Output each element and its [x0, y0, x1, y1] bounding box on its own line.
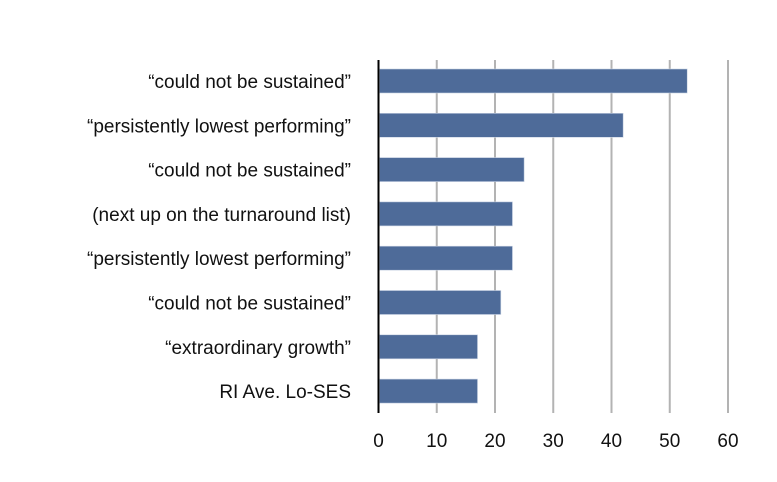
bar	[379, 157, 525, 182]
x-tick-label: 30	[543, 431, 564, 452]
category-label: “persistently lowest performing”	[87, 249, 351, 270]
category-labels: “could not be sustained” “persistently lo…	[87, 72, 351, 403]
x-tick-label: 0	[373, 431, 384, 452]
x-tick-labels: 0 10 20 30 40 50 60	[373, 431, 738, 452]
x-tick-label: 60	[717, 431, 738, 452]
x-tick-label: 50	[659, 431, 680, 452]
category-label: “extraordinary growth”	[165, 338, 351, 359]
bar	[379, 378, 478, 404]
category-label: “persistently lowest performing”	[87, 116, 351, 137]
bar	[379, 334, 478, 360]
x-tick-label: 20	[484, 431, 505, 452]
bar	[379, 201, 513, 227]
category-label: “could not be sustained”	[148, 294, 351, 315]
x-tick-label: 10	[426, 431, 447, 452]
bar	[379, 290, 502, 315]
x-tick-label: 40	[601, 431, 622, 452]
bar	[379, 113, 624, 138]
bars	[379, 68, 688, 404]
bar	[379, 245, 513, 271]
category-label: RI Ave. Lo-SES	[219, 382, 351, 403]
bar	[379, 68, 688, 94]
gridlines	[435, 60, 729, 413]
category-label: “could not be sustained”	[148, 72, 351, 93]
category-label: “could not be sustained”	[148, 161, 351, 182]
category-label: (next up on the turnaround list)	[92, 205, 351, 226]
